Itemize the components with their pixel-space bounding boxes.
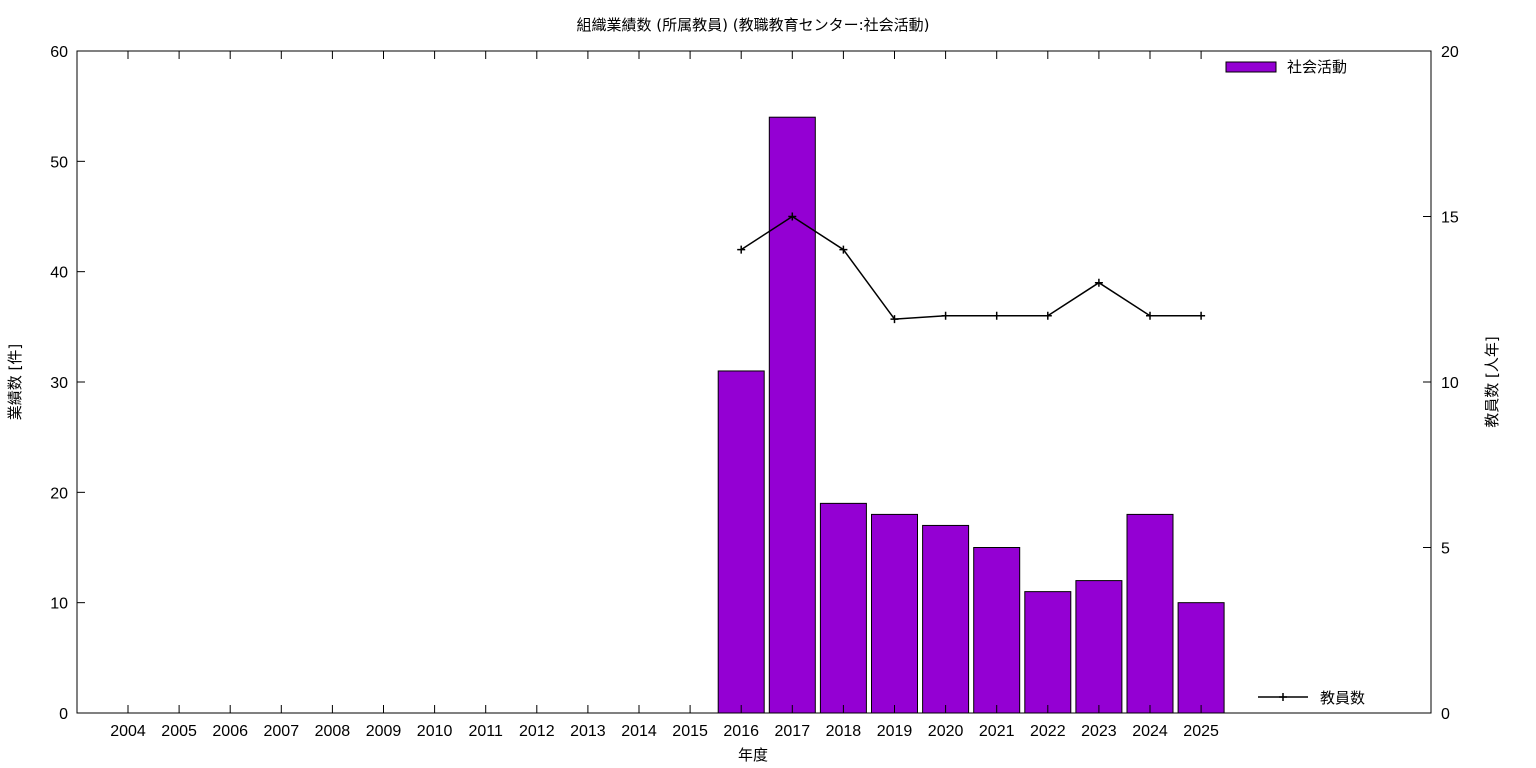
line-point-2020 [941,311,950,320]
y-tick-label-30: 30 [50,375,68,392]
legend-label-social-activity: 社会活動 [1287,58,1347,76]
x-tick-label-2013: 2013 [570,723,606,740]
y-tick-label-0: 0 [59,706,68,723]
x-tick-label-2020: 2020 [928,723,964,740]
x-axis-title: 年度 [738,746,768,764]
y-tick-label-10: 10 [50,596,68,613]
x-tick-label-2011: 2011 [468,723,503,740]
bar-2022 [1024,591,1072,714]
y2-tick-label-0: 0 [1441,706,1450,723]
line-point-2025 [1197,311,1206,320]
bar-2024 [1126,513,1174,714]
y-tick-label-20: 20 [50,485,68,502]
y2-axis-title: 教員数 [人年] [1483,336,1501,427]
y-tick-label-50: 50 [50,154,68,171]
x-tick-label-2009: 2009 [366,723,402,740]
x-tick-label-2012: 2012 [519,723,555,740]
y2-tick-label-5: 5 [1441,541,1450,558]
line-layer [737,212,1206,324]
x-tick-label-2010: 2010 [417,723,453,740]
y2-tick-label-10: 10 [1441,375,1459,392]
x-tick-label-2023: 2023 [1081,723,1117,740]
bar-2025 [1177,602,1225,714]
x-tick-label-2005: 2005 [161,723,197,740]
y2-tick-label-15: 15 [1441,210,1459,227]
x-tick-label-2007: 2007 [264,723,300,740]
y2-tick-label-20: 20 [1441,44,1459,61]
legend-label-teachers: 教員数 [1320,689,1365,707]
x-tick-label-2021: 2021 [979,723,1015,740]
line-point-2016 [737,245,746,254]
line-point-2024 [1146,311,1154,320]
legend-marker-teachers [1279,693,1287,701]
bars-layer [717,116,1225,714]
bar-2017 [768,116,816,714]
bar-2018 [819,502,867,714]
bar-2016 [717,370,765,714]
x-tick-label-2004: 2004 [110,723,146,740]
line-point-2019 [890,315,899,324]
x-tick-label-2016: 2016 [723,723,759,740]
bar-2019 [871,513,918,714]
x-tick-label-2006: 2006 [212,723,248,740]
x-tick-label-2017: 2017 [775,723,811,740]
bar-2023 [1075,580,1123,714]
line-point-2023 [1094,278,1103,287]
x-tick-label-2014: 2014 [621,723,657,740]
line-point-2021 [992,311,1001,320]
line-point-2017 [788,212,797,221]
legend-swatch-social-activity [1225,61,1277,73]
ticks-layer [77,50,1431,714]
y-axis-title: 業績数 [件] [6,344,24,420]
x-tick-label-2008: 2008 [315,723,351,740]
x-tick-label-2015: 2015 [672,723,708,740]
x-tick-label-2019: 2019 [877,723,913,740]
x-tick-label-2024: 2024 [1132,723,1168,740]
x-tick-label-2022: 2022 [1030,723,1066,740]
line-series-teachers [740,215,1202,320]
bar-2021 [973,547,1021,714]
x-tick-label-2025: 2025 [1183,723,1219,740]
bar-2020 [922,524,970,714]
y-tick-label-60: 60 [50,44,68,61]
y-tick-label-40: 40 [50,265,68,282]
line-point-2022 [1043,311,1052,320]
chart-title: 組織業績数 (所属教員) (教職教育センター:社会活動) [576,16,929,34]
labels-layer: 2004 2005 2006 2007 2008 2009 2010 2011 2012 2013… [50,44,1459,740]
x-tick-label-2018: 2018 [826,723,862,740]
line-point-2018 [839,245,848,254]
